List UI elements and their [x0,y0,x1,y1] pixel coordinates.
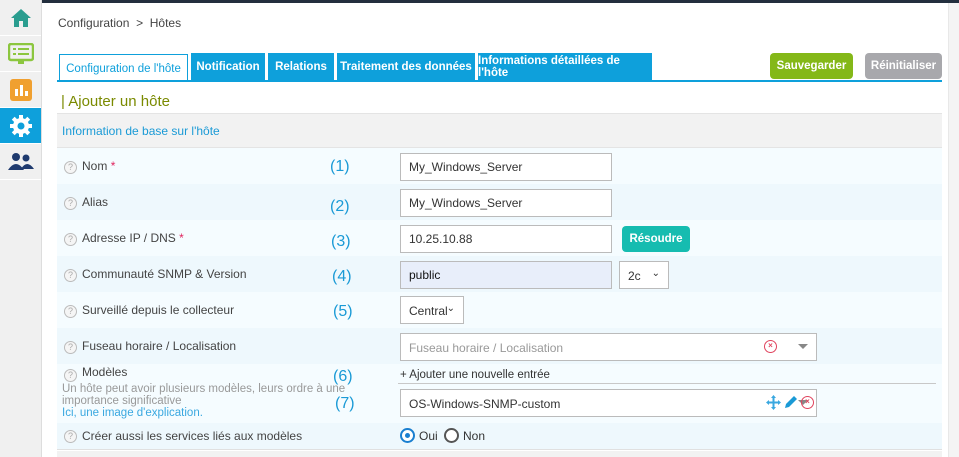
move-icon[interactable] [766,395,781,410]
annotation-number: (1) [330,158,350,175]
name-input[interactable]: My_Windows_Server [400,153,612,181]
monitor-list-icon [7,42,34,64]
field-label: Alias [82,195,109,209]
reset-button[interactable]: Réinitialiser [865,53,942,79]
breadcrumb: Configuration > Hôtes [58,16,181,30]
tab-relations[interactable]: Relations [268,53,334,81]
scrollbar[interactable] [948,3,959,457]
sidebar-item-administration[interactable] [0,144,41,180]
radio-no-label[interactable]: Non [463,429,486,443]
selected-value: 2c [628,269,641,283]
sidebar-item-home[interactable] [0,0,41,36]
edit-pencil-icon[interactable] [784,395,798,409]
alias-input[interactable]: My_Windows_Server [400,189,612,217]
help-icon[interactable]: ? [64,305,77,318]
sidebar-item-reporting[interactable] [0,72,41,108]
field-label: Surveillé depuis le collecteur [82,303,235,317]
form-row-alias: ? Alias (2) My_Windows_Server [57,184,942,220]
templates-hint: Un hôte peut avoir plusieurs modèles, le… [62,383,346,407]
field-label: Communauté SNMP & Version [82,267,247,281]
tab-notification[interactable]: Notification [191,53,265,81]
help-icon[interactable]: ? [64,430,77,443]
form-row-ip: ? Adresse IP / DNS * (3) 10.25.10.88 Rés… [57,220,942,256]
field-label: Créer aussi les services liés aux modèle… [82,429,303,443]
form-row-templates: ? Modèles Un hôte peut avoir plusieurs m… [57,364,942,423]
annotation-number: (3) [331,233,351,250]
form-row-name: ? Nom * (1) My_Windows_Server [57,148,942,184]
sidebar-item-monitoring[interactable] [0,36,41,72]
form-row-timezone: ? Fuseau horaire / Localisation Fuseau h… [57,328,942,364]
radio-yes[interactable] [400,428,415,443]
form-row-create-services: ? Créer aussi les services liés aux modè… [57,423,942,450]
explanation-link[interactable]: Ici, une image d'explication. [62,407,203,419]
resolve-button[interactable]: Résoudre [622,226,690,252]
section-footer [57,451,942,457]
help-icon[interactable]: ? [64,161,77,174]
field-label: Adresse IP / DNS * [82,231,184,245]
help-icon[interactable]: ? [64,341,77,354]
selected-value: Central [409,304,448,318]
save-button[interactable]: Sauvegarder [770,53,853,79]
page-title: | Ajouter un hôte [61,93,170,110]
top-bar [42,0,959,3]
remove-icon[interactable]: × [801,396,814,409]
users-icon [7,152,34,170]
chevron-down-icon: ⌄ [446,303,455,314]
form-row-poller: ? Surveillé depuis le collecteur (5) Cen… [57,292,942,328]
tab-underline [57,80,942,82]
field-label: Modèles [82,365,128,379]
placeholder: Fuseau horaire / Localisation [409,341,564,355]
snmp-version-select[interactable]: 2c ⌄ [619,261,669,289]
radio-no[interactable] [444,428,459,443]
timezone-select[interactable]: Fuseau horaire / Localisation [400,333,817,361]
breadcrumb-separator: > [136,16,144,30]
tab-detailed-info[interactable]: Informations détaillées de l'hôte [478,53,652,81]
divider [398,383,936,384]
home-icon [10,8,31,27]
annotation-number: (2) [330,198,350,215]
field-label: Nom * [82,159,116,173]
annotation-number: (5) [333,303,353,320]
add-template-link[interactable]: + Ajouter une nouvelle entrée [400,369,550,381]
sidebar [0,0,42,457]
template-select[interactable]: OS-Windows-SNMP-custom [400,389,817,417]
gear-icon [9,114,32,137]
help-icon[interactable]: ? [64,269,77,282]
sidebar-item-configuration[interactable] [0,108,41,144]
radio-yes-label[interactable]: Oui [419,429,438,443]
poller-select[interactable]: Central ⌄ [400,296,464,324]
help-icon[interactable]: ? [64,197,77,210]
form-row-snmp: ? Communauté SNMP & Version (4) public 2… [57,256,942,292]
clear-icon[interactable]: × [764,340,777,353]
help-icon[interactable]: ? [64,233,77,246]
tab-data-processing[interactable]: Traitement des données [337,53,475,81]
annotation-number: (7) [335,395,355,412]
caret-down-icon [798,344,808,349]
breadcrumb-current: Hôtes [149,16,182,30]
annotation-number: (4) [332,268,352,285]
section-header: Information de base sur l'hôte [57,113,942,148]
selected-value: OS-Windows-SNMP-custom [409,397,561,411]
help-icon[interactable]: ? [64,369,77,382]
snmp-community-input[interactable]: public [400,261,612,289]
annotation-number: (6) [333,368,353,385]
field-label: Fuseau horaire / Localisation [82,339,237,353]
tab-host-configuration[interactable]: Configuration de l'hôte [59,54,188,82]
breadcrumb-root[interactable]: Configuration [58,16,130,30]
bar-chart-icon [9,78,32,101]
ip-input[interactable]: 10.25.10.88 [400,225,612,253]
chevron-down-icon: ⌄ [651,268,660,279]
